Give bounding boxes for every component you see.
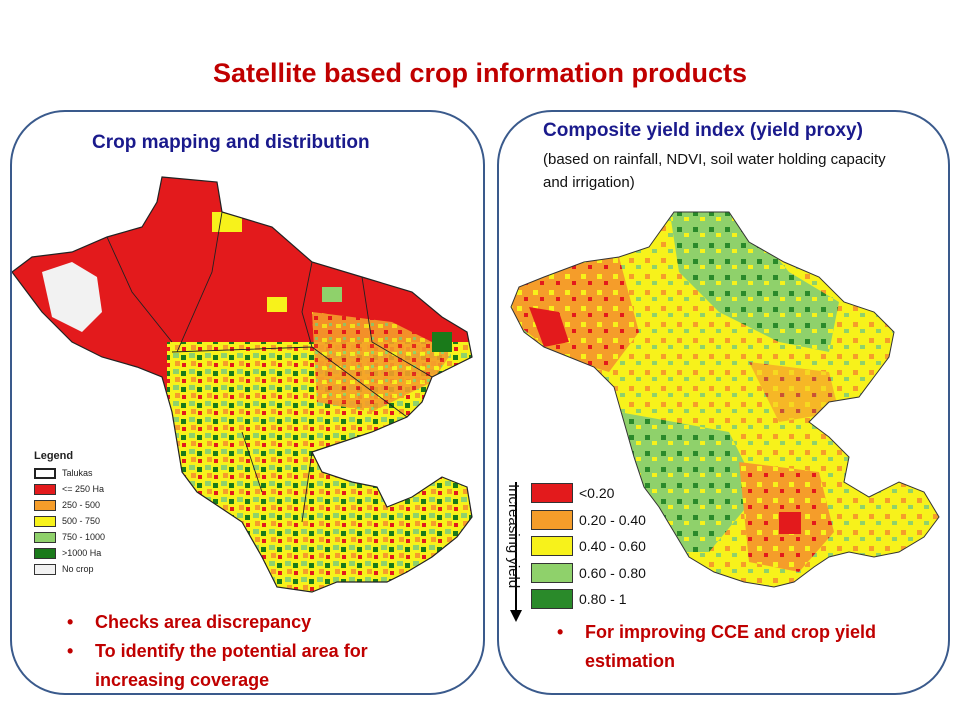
legend-swatch [34,467,56,479]
increasing-yield-arrow-head [510,610,522,622]
legend-swatch [34,563,56,575]
yield-index-subheading: (based on rainfall, NDVI, soil water hol… [543,151,886,191]
legend-swatch [531,589,573,610]
legend-item: 250 - 500 [34,497,105,513]
legend-swatch [531,536,573,557]
yield-index-map [510,211,940,622]
bullet-item: • Checks area discrepancy [67,612,312,632]
legend-item: 0.20 - 0.40 [531,507,646,534]
legend-swatch [531,562,573,583]
legend-item: 0.80 - 1 [531,586,646,613]
legend-item: >1000 Ha [34,545,105,561]
legend-item: <= 250 Ha [34,481,105,497]
slide-title: Satellite based crop information product… [212,58,748,88]
legend-item: 0.60 - 0.80 [531,560,646,587]
right-bullet-list: • For improving CCE and crop yield estima… [557,618,887,676]
crop-mapping-panel: Crop mapping and distribution [10,110,485,695]
legend-item: <0.20 [531,480,646,507]
yield-index-heading: Composite yield index (yield proxy) [543,120,863,141]
legend-item: 750 - 1000 [34,529,105,545]
bullet-item: • For improving CCE and crop yield estima… [557,622,877,671]
legend-item: 0.40 - 0.60 [531,533,646,560]
increasing-yield-label: Increasing yield [505,484,522,589]
crop-distribution-map [12,176,473,593]
legend-swatch [531,483,573,504]
left-bullet-list: • Checks area discrepancy • To identify th… [67,608,447,693]
legend-item: No crop [34,561,105,577]
legend-item: 500 - 750 [34,513,105,529]
legend-swatch [34,515,56,527]
legend-swatch [34,531,56,543]
yield-index-panel: Composite yield index (yield proxy) (bas… [497,110,950,695]
legend-swatch [531,509,573,530]
legend-title: Legend [34,450,74,462]
legend-swatch [34,547,56,559]
bullet-item: • To identify the potential area for incr… [67,641,368,690]
legend-item: Talukas [34,465,105,481]
crop-map-legend: Legend Talukas <= 250 Ha 250 - 500 500 -… [34,450,105,577]
yield-legend: <0.20 0.20 - 0.40 0.40 - 0.60 0.60 - 0.8… [531,480,646,613]
crop-mapping-heading: Crop mapping and distribution [92,132,370,153]
legend-swatch [34,483,56,495]
legend-swatch [34,499,56,511]
